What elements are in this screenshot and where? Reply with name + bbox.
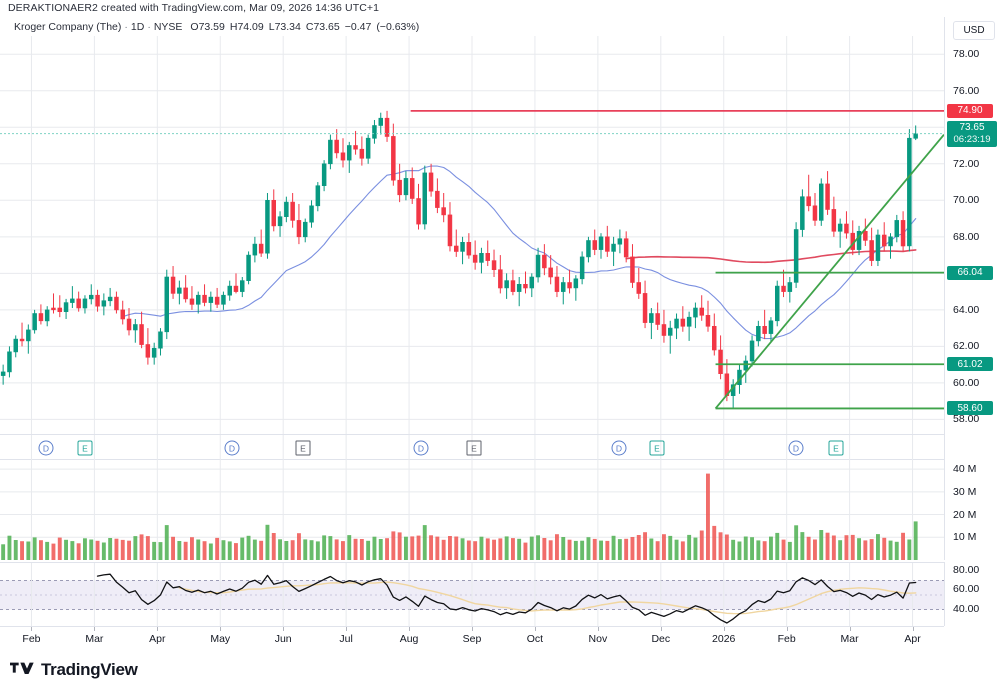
volume-axis[interactable]: 40 M 30 M 20 M 10 M bbox=[944, 434, 1000, 560]
earnings-marker[interactable]: E bbox=[649, 440, 665, 456]
dividend-marker[interactable]: D bbox=[788, 440, 804, 456]
time-tick bbox=[409, 627, 411, 631]
time-tick bbox=[912, 627, 914, 631]
rsi-tick-label: 80.00 bbox=[953, 563, 980, 576]
volume-tick-label: 40 M bbox=[953, 463, 977, 476]
price-tick-label: 72.00 bbox=[953, 157, 980, 170]
ohlc-close: C73.65 bbox=[305, 20, 340, 33]
time-tick bbox=[31, 627, 33, 631]
ohlc-change-percent: (−0.63%) bbox=[376, 20, 420, 33]
time-axis-label: Feb bbox=[777, 633, 796, 645]
time-axis-label: Feb bbox=[22, 633, 41, 645]
bar-countdown: 06:23:19 bbox=[953, 133, 991, 145]
dividend-marker[interactable]: D bbox=[413, 440, 429, 456]
current-price-value: 73.65 bbox=[959, 121, 985, 133]
time-axis-label: Apr bbox=[149, 633, 166, 645]
support-badge-3: 58.60 bbox=[947, 401, 993, 416]
time-tick bbox=[660, 627, 662, 631]
ohlc-low: L73.34 bbox=[268, 20, 301, 33]
legend-ohlc: O73.59 H74.09 L73.34 C73.65 −0.47 (−0.63… bbox=[190, 21, 419, 33]
chart-legend: Kroger Company (The) · 1D · NYSE O73.59 … bbox=[0, 17, 419, 36]
price-tick-label: 64.00 bbox=[953, 303, 980, 316]
ohlc-change: −0.47 bbox=[344, 20, 372, 33]
time-tick bbox=[94, 627, 96, 631]
legend-symbol[interactable]: Kroger Company (The) bbox=[14, 20, 122, 33]
time-tick bbox=[220, 627, 222, 631]
time-tick bbox=[534, 627, 536, 631]
time-tick bbox=[786, 627, 788, 631]
rsi-pane[interactable] bbox=[0, 562, 944, 627]
time-axis-label: Mar bbox=[840, 633, 859, 645]
volume-tick-label: 30 M bbox=[953, 485, 977, 498]
legend-separator-1: · bbox=[124, 20, 128, 33]
price-pane[interactable] bbox=[0, 36, 944, 434]
legend-interval[interactable]: 1D bbox=[130, 20, 145, 33]
time-tick bbox=[849, 627, 851, 631]
price-tick-label: 70.00 bbox=[953, 194, 980, 207]
time-tick bbox=[283, 627, 285, 631]
tradingview-logo[interactable]: TradingView bbox=[10, 660, 138, 680]
price-tick-label: 68.00 bbox=[953, 230, 980, 243]
tradingview-wordmark: TradingView bbox=[41, 659, 138, 679]
volume-chart-svg bbox=[0, 460, 944, 560]
rsi-axis[interactable]: 80.00 60.00 40.00 bbox=[944, 562, 1000, 626]
time-tick bbox=[597, 627, 599, 631]
time-axis-label: Jun bbox=[274, 633, 292, 645]
resistance-price-badge: 74.90 bbox=[947, 103, 993, 118]
volume-tick-label: 20 M bbox=[953, 508, 977, 521]
time-tick bbox=[472, 627, 473, 631]
price-chart-svg bbox=[0, 36, 944, 434]
time-axis-label: Nov bbox=[588, 633, 608, 645]
time-axis-label: Dec bbox=[651, 633, 671, 645]
support-badge-1: 66.04 bbox=[947, 265, 993, 280]
price-axis[interactable]: USD 78.0076.0074.0072.0070.0068.0066.006… bbox=[944, 17, 1000, 434]
time-tick bbox=[157, 627, 159, 631]
legend-separator-2: · bbox=[147, 20, 151, 33]
time-axis-label: Sep bbox=[462, 633, 482, 645]
time-axis-label: Apr bbox=[904, 633, 921, 645]
dividend-marker[interactable]: D bbox=[38, 440, 54, 456]
currency-chip[interactable]: USD bbox=[953, 21, 995, 40]
tradingview-mark-icon bbox=[10, 662, 34, 674]
event-row-grid bbox=[30, 435, 914, 461]
rsi-tick-label: 60.00 bbox=[953, 583, 980, 596]
volume-pane[interactable] bbox=[0, 460, 944, 560]
time-tick bbox=[723, 627, 725, 631]
time-axis-label: Aug bbox=[399, 633, 419, 645]
support-badge-2: 61.02 bbox=[947, 357, 993, 372]
time-axis-label: Jul bbox=[339, 633, 353, 645]
price-tick-label: 60.00 bbox=[953, 376, 980, 389]
earnings-marker[interactable]: E bbox=[295, 440, 311, 456]
time-axis-label: Oct bbox=[526, 633, 544, 645]
current-price-badge: 73.65 06:23:19 bbox=[947, 120, 997, 147]
price-tick-label: 58.00 bbox=[953, 413, 980, 426]
rsi-chart-svg bbox=[0, 563, 944, 627]
dividend-marker[interactable]: D bbox=[611, 440, 627, 456]
time-axis-label: Mar bbox=[85, 633, 104, 645]
time-axis-label: 2026 bbox=[712, 633, 736, 645]
time-tick bbox=[346, 627, 348, 631]
time-axis[interactable]: Feb Mar Apr May Jun Jul Aug Sep Oct Nov Dec 2026 Feb… bbox=[0, 626, 944, 651]
attribution-text: DERAKTIONAER2 created with TradingView.c… bbox=[0, 0, 1000, 17]
ohlc-high: H74.09 bbox=[229, 20, 264, 33]
price-tick-label: 62.00 bbox=[953, 340, 980, 353]
legend-exchange: NYSE bbox=[153, 20, 183, 33]
footer: TradingView bbox=[0, 650, 1000, 689]
ohlc-open: O73.59 bbox=[190, 20, 225, 33]
time-axis-label: May bbox=[210, 633, 231, 645]
dividend-marker[interactable]: D bbox=[224, 440, 240, 456]
price-tick-label: 76.00 bbox=[953, 84, 980, 97]
earnings-marker[interactable]: E bbox=[466, 440, 482, 456]
price-tick-label: 78.00 bbox=[953, 48, 980, 61]
rsi-tick-label: 40.00 bbox=[953, 602, 980, 615]
earnings-marker[interactable]: E bbox=[828, 440, 844, 456]
earnings-marker[interactable]: E bbox=[77, 440, 93, 456]
volume-tick-label: 10 M bbox=[953, 531, 977, 544]
